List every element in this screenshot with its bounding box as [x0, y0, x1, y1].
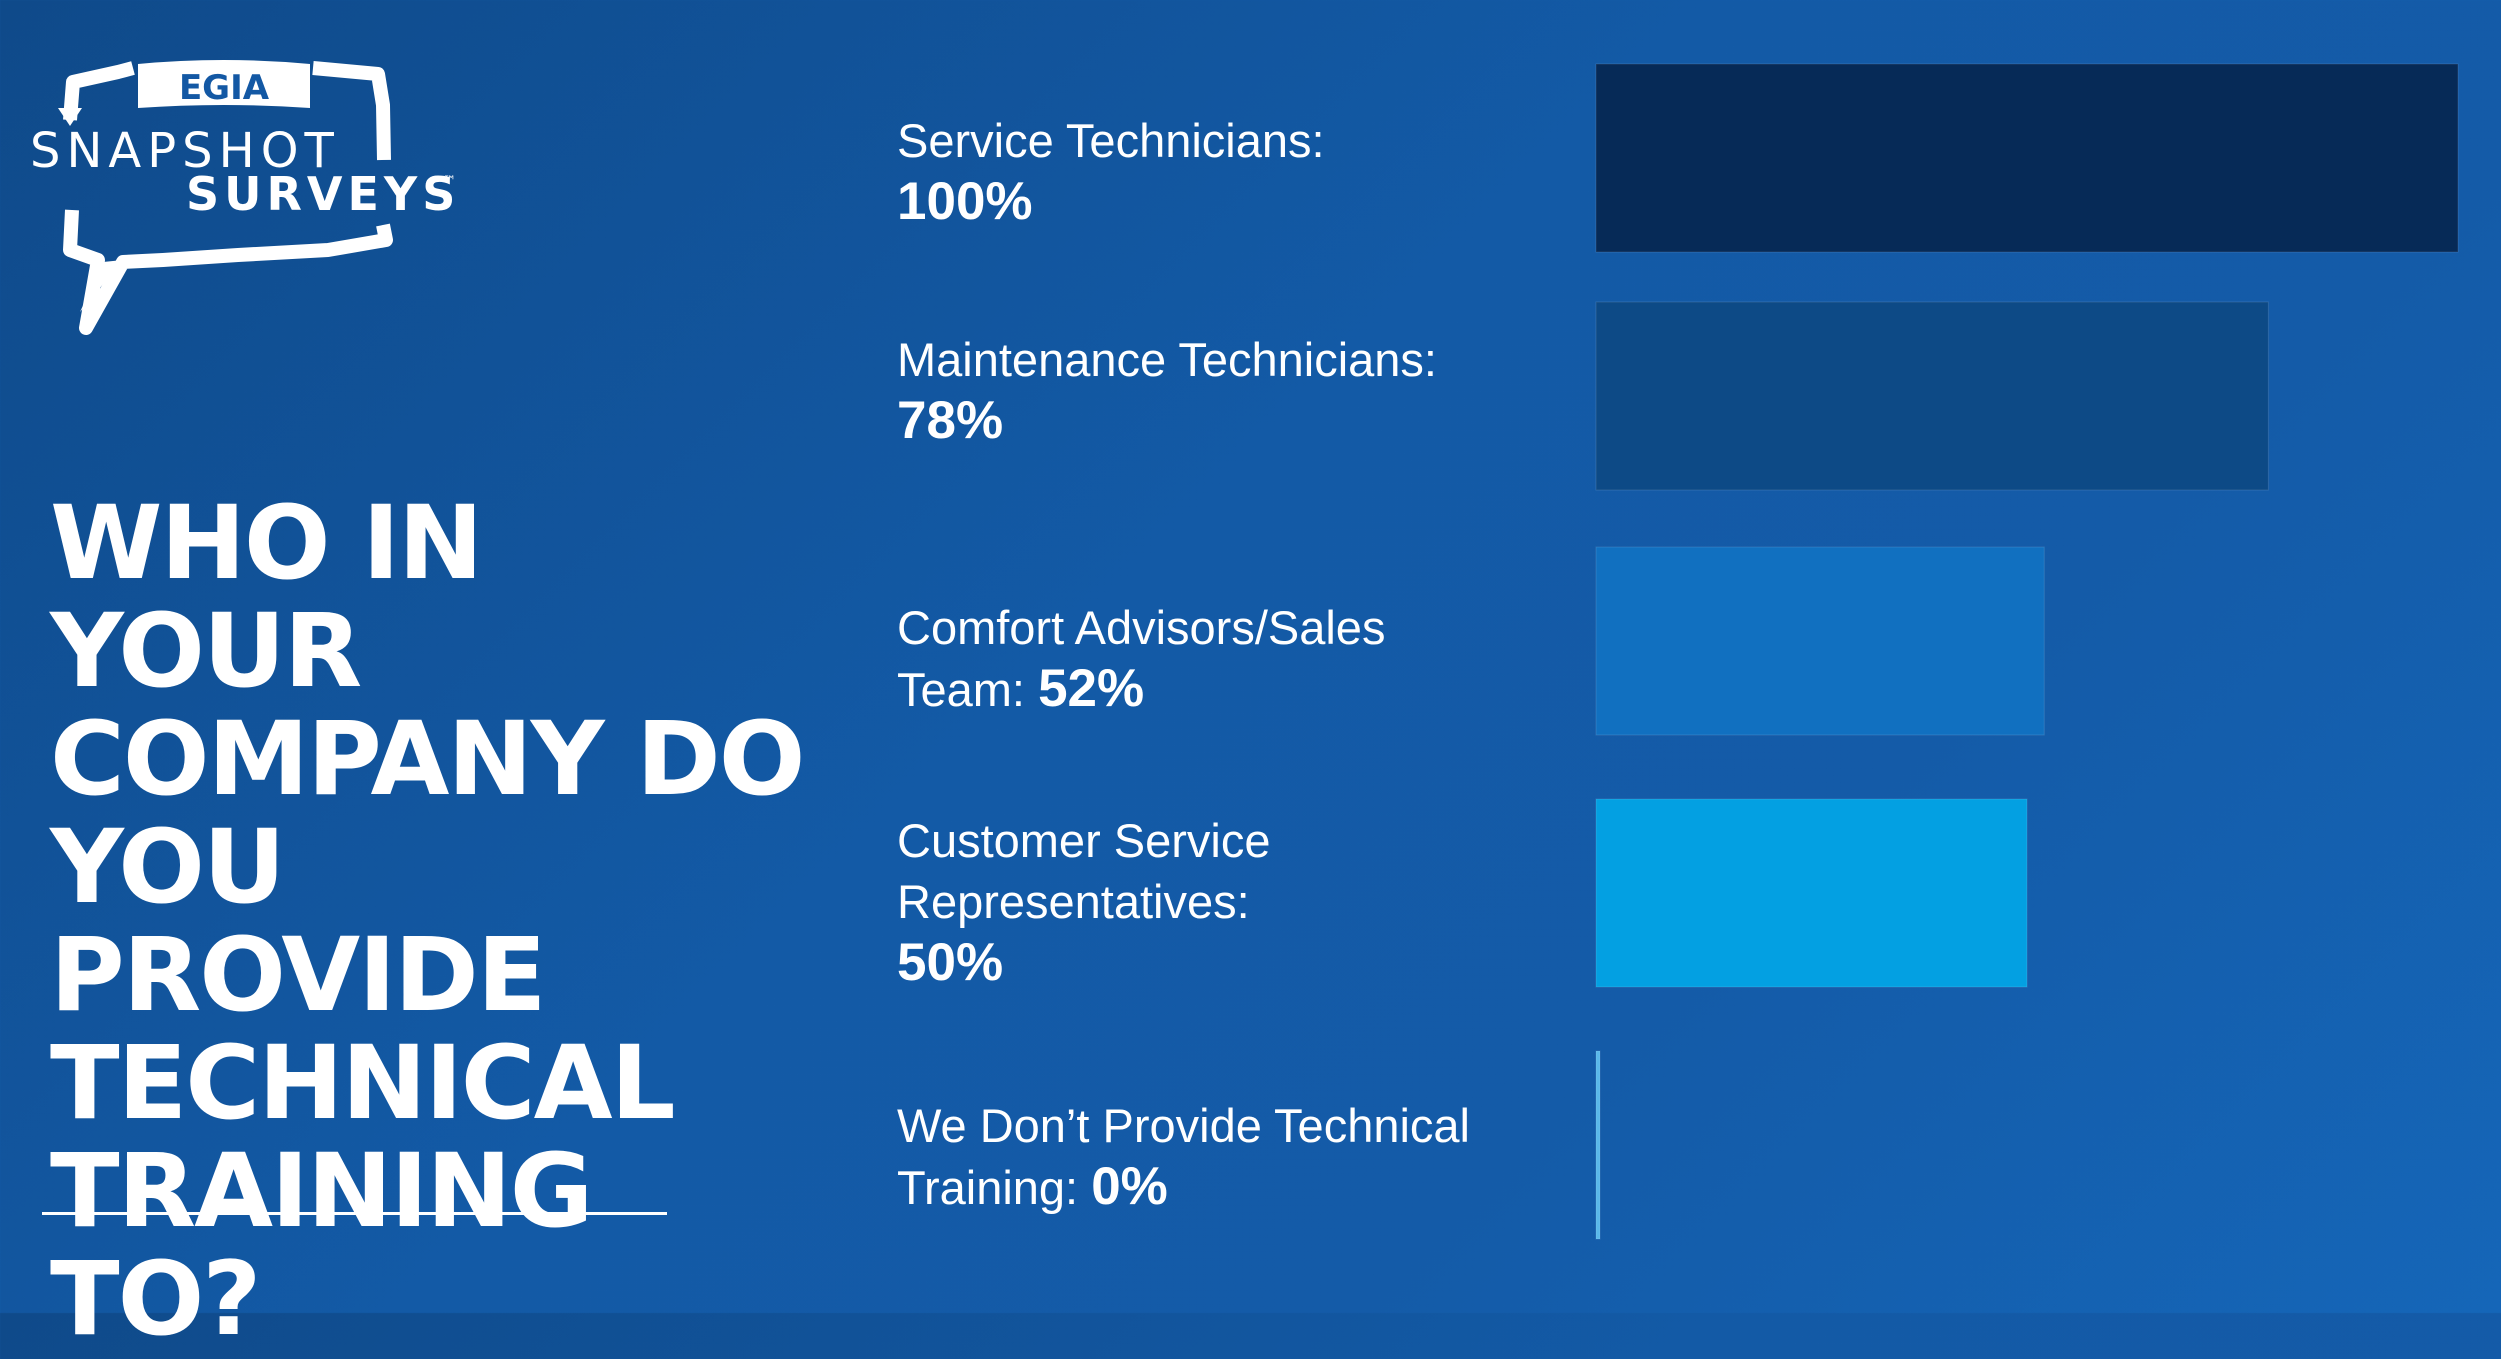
logo-org-text: EGIA [179, 68, 270, 108]
category-label-text: Team: [897, 663, 1025, 716]
logo-trademark-text: ™ [443, 174, 456, 189]
bar-5 [1595, 1050, 1601, 1240]
data-label-value: 78% [897, 391, 1004, 450]
headline-line-3: YOU PROVIDE [50, 808, 547, 1035]
data-label-value: 0% [1091, 1157, 1168, 1216]
category-label-service-technicians: Service Technicians: 100% [897, 110, 1577, 232]
category-label-customer-service: Customer Service Representatives: 50% [897, 810, 1577, 993]
category-label-text: Maintenance Technicians: [897, 333, 1437, 386]
speech-bubble-logo-icon: EGIA SNAPSHOT SURVEYS ™ [30, 60, 460, 335]
category-label-comfort-advisors: Comfort Advisors/Sales Team: 52% [897, 597, 1577, 720]
egia-snapshot-surveys-logo: EGIA SNAPSHOT SURVEYS ™ [28, 50, 468, 340]
logo-surveys-text: SURVEYS [186, 167, 460, 221]
category-label-text: We Don’t Provide Technical [897, 1099, 1470, 1152]
data-label-value: 100% [897, 172, 1033, 231]
headline-line-5: TRAINING TO? [50, 1132, 593, 1359]
bar-4 [1595, 798, 2028, 988]
headline-divider [42, 1212, 667, 1215]
headline-line-4: TECHNICAL [50, 1024, 676, 1143]
category-label-text: Training: [897, 1161, 1079, 1214]
logo-snapshot-text: SNAPSHOT [30, 123, 340, 179]
category-label-text: Representatives: [897, 875, 1250, 928]
category-label-text: Customer Service [897, 814, 1271, 867]
category-label-no-training: We Don’t Provide Technical Training: 0% [897, 1095, 1577, 1218]
headline-line-2: COMPANY DO [50, 700, 806, 819]
headline-line-1: WHO IN YOUR [50, 484, 483, 711]
category-label-text: Comfort Advisors/Sales [897, 601, 1386, 654]
category-label-maintenance-technicians: Maintenance Technicians: 78% [897, 329, 1577, 451]
bar-3 [1595, 546, 2045, 736]
bar-2 [1595, 301, 2269, 491]
data-label-value: 52% [1038, 659, 1145, 718]
bar-1 [1595, 63, 2459, 253]
category-label-text: Service Technicians: [897, 114, 1325, 167]
page-title: WHO IN YOUR COMPANY DO YOU PROVIDE TECHN… [50, 490, 810, 1354]
data-label-value: 50% [897, 933, 1004, 992]
